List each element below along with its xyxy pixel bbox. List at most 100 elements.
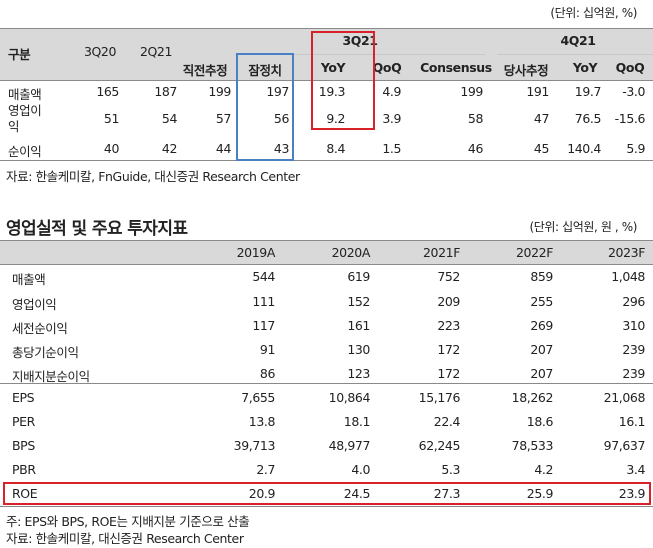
table2-cell: 25.9 [526, 486, 554, 501]
table1-3q21-header: 3Q21 [342, 33, 378, 48]
table2-cell: 21,068 [603, 390, 646, 405]
table2-col-header: 2023F [607, 245, 645, 260]
table2-cell: 24.5 [343, 486, 371, 501]
table1-cell: 19.3 [318, 84, 346, 99]
table2-cell: 269 [530, 318, 553, 333]
table2-col-header: 2022F [515, 245, 553, 260]
table1-cell: 58 [467, 111, 484, 126]
table2-cell: 86 [259, 366, 276, 381]
table2-cell: 97,637 [603, 438, 646, 453]
table2-row-label: 세전순이익 [12, 321, 68, 336]
table1-cell: 197 [266, 84, 289, 99]
table2-cell: 544 [252, 269, 275, 284]
table1-bottom-rule [0, 160, 653, 161]
table2-cell: 27.3 [433, 486, 461, 501]
table2-cell: 15,176 [418, 390, 461, 405]
table1-col-header: YoY [572, 60, 598, 75]
table2-cell: 172 [437, 342, 460, 357]
table2-cell: 239 [622, 366, 645, 381]
table2-cell: 117 [252, 318, 275, 333]
table2-mid-rule [0, 383, 653, 384]
table2-row-label: PER [12, 414, 35, 429]
table1-cell: 19.7 [574, 84, 602, 99]
table2-note: 주: EPS와 BPS, ROE는 지배지분 기준으로 산출 [6, 514, 250, 529]
table1-col-header: 잠정치 [248, 63, 282, 78]
table1-col-header: 3Q20 [83, 44, 117, 59]
table2-cell: 111 [252, 294, 275, 309]
table2-cell: 152 [347, 294, 370, 309]
table2-row-label: 영업이익 [12, 297, 57, 312]
table1-cell: 3.9 [382, 111, 401, 126]
table1-group-label: 구분 [8, 47, 31, 62]
table2-cell: 310 [622, 318, 645, 333]
table2-cell: 3.4 [626, 462, 645, 477]
table2-cell: 752 [437, 269, 460, 284]
table1-cell: 1.5 [382, 141, 401, 156]
table2-source: 자료: 한솔케미칼, 대신증권 Research Center [6, 531, 244, 546]
table2-cell: 161 [347, 318, 370, 333]
table2-col-header: 2019A [236, 245, 276, 260]
table1-cell: 56 [273, 111, 290, 126]
table1-top-rule [0, 28, 653, 29]
table2-header-rule [0, 264, 653, 265]
table2-cell: 209 [437, 294, 460, 309]
table1-col-header: QoQ [615, 60, 645, 75]
table2-title: 영업실적 및 주요 투자지표 [6, 219, 188, 239]
table1-3q21-rule [235, 54, 485, 55]
table1-cell: 57 [215, 111, 232, 126]
table1-cell: 5.9 [626, 141, 645, 156]
table2-cell: 91 [259, 342, 276, 357]
table2-top-rule [0, 240, 653, 241]
table2-cell: 4.0 [351, 462, 370, 477]
table2-cell: 16.1 [618, 414, 646, 429]
table1-cell: 76.5 [574, 111, 602, 126]
estimate-highlight-box [236, 53, 294, 161]
table2-cell: 39,713 [233, 438, 276, 453]
table2-cell: 859 [530, 269, 553, 284]
table1-cell: 40 [103, 141, 120, 156]
table1-col-header: YoY [320, 60, 346, 75]
table2-cell: 255 [530, 294, 553, 309]
table1-cell: -3.0 [622, 84, 645, 99]
table1-cell: 54 [161, 111, 178, 126]
table2-row-label: 지배지분순이익 [12, 369, 90, 384]
table2-cell: 18.1 [343, 414, 371, 429]
table2-cell: 7,655 [241, 390, 275, 405]
table1-col-header: 직전추정 [182, 63, 228, 78]
table2-cell: 10,864 [328, 390, 371, 405]
table1-cell: 199 [460, 84, 483, 99]
table1-cell: -15.6 [614, 111, 646, 126]
table2-cell: 13.8 [248, 414, 276, 429]
table1-4q21-rule [497, 54, 653, 55]
table2-cell: 223 [437, 318, 460, 333]
table2-cell: 20.9 [248, 486, 276, 501]
table1-unit: (단위: 십억원, %) [550, 6, 637, 20]
table1-cell: 43 [273, 141, 290, 156]
table2-cell: 18,262 [511, 390, 554, 405]
table2-row-label: EPS [12, 390, 35, 405]
table1-row-label: 순이익 [8, 144, 42, 159]
table1-cell: 47 [533, 111, 550, 126]
table2-cell: 18.6 [526, 414, 554, 429]
table2-cell: 1,048 [611, 269, 645, 284]
table1-cell: 46 [467, 141, 484, 156]
table1-cell: 45 [533, 141, 550, 156]
table1-4q21-header: 4Q21 [560, 33, 596, 48]
table2-cell: 48,977 [328, 438, 371, 453]
table1-cell: 44 [215, 141, 232, 156]
table2-cell: 123 [347, 366, 370, 381]
table1-col-header: Consensus [420, 60, 492, 75]
table2-cell: 296 [622, 294, 645, 309]
table1-row-label: 매출액 [8, 87, 42, 102]
table2-row-label: 매출액 [12, 272, 46, 287]
table2-cell: 2.7 [256, 462, 275, 477]
table2-cell: 130 [347, 342, 370, 357]
roe-highlight-box [3, 482, 651, 505]
table1-cell: 8.4 [326, 141, 345, 156]
table2-row-label: BPS [12, 438, 35, 453]
table1-cell: 140.4 [567, 141, 601, 156]
table1-col-header: 당사추정 [503, 63, 549, 78]
table2-header-band [0, 240, 653, 264]
table2-col-header: 2021F [422, 245, 460, 260]
table2-row-label: 총당기순이익 [12, 345, 79, 360]
